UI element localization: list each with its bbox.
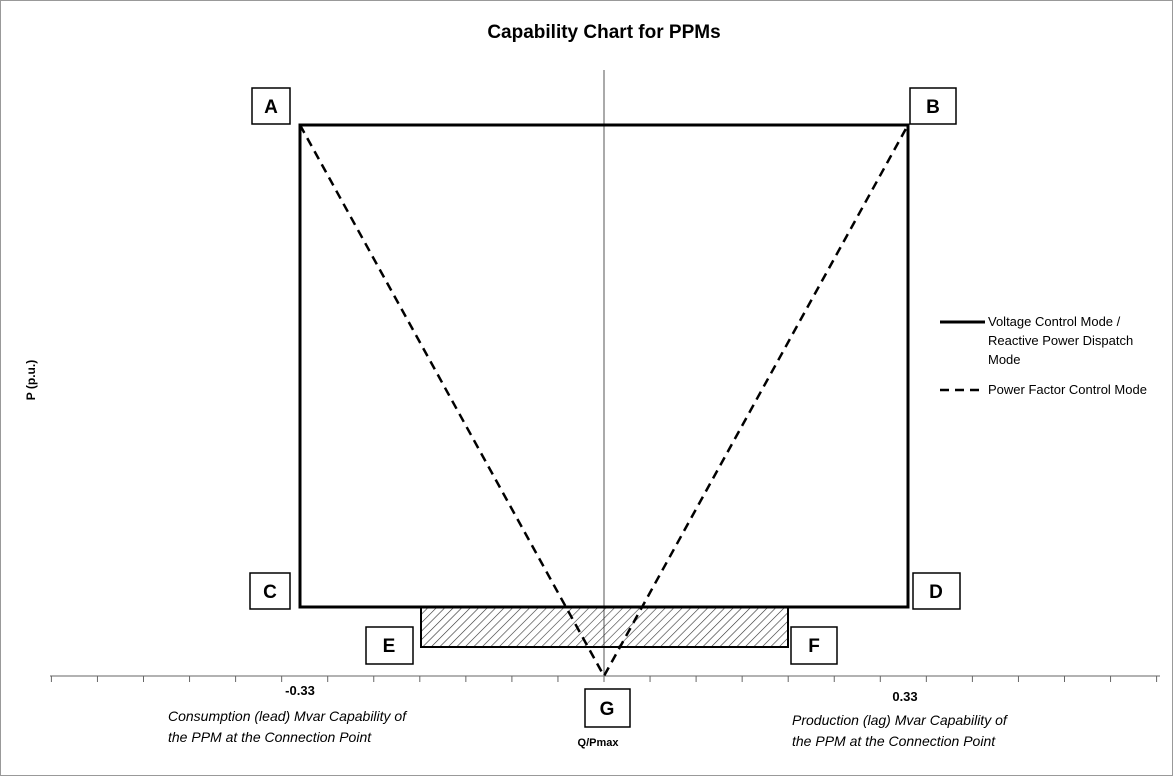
label-box xyxy=(909,87,957,125)
label-box xyxy=(584,688,631,728)
point-label: D xyxy=(929,582,943,603)
legend-text: Voltage Control Mode / xyxy=(988,314,1121,329)
point-label: B xyxy=(926,97,940,118)
point-label: C xyxy=(263,582,277,603)
point-label: E xyxy=(383,636,396,657)
title: Capability Chart for PPMs xyxy=(487,22,720,43)
hatched-area xyxy=(420,606,789,648)
annotation: Consumption (lead) Mvar Capability of xyxy=(168,708,408,724)
point-label: A xyxy=(264,97,278,118)
label-box xyxy=(790,626,838,665)
annotation: the PPM at the Connection Point xyxy=(792,733,996,749)
x-tick-label: -0.33 xyxy=(285,683,315,698)
x-axis-label: Q/Pmax xyxy=(578,737,620,749)
y-axis-label: P (p.u.) xyxy=(24,360,38,400)
point-label: F xyxy=(808,636,820,657)
legend: Voltage Control Mode / Reactive Power Di… xyxy=(940,314,1147,397)
label-box xyxy=(251,87,291,125)
axis-ticks xyxy=(50,676,1158,682)
label-box xyxy=(912,572,961,610)
legend-text: Mode xyxy=(988,352,1021,367)
legend-text: Reactive Power Dispatch xyxy=(988,333,1133,348)
label-box xyxy=(249,572,291,610)
legend-text: Power Factor Control Mode xyxy=(988,382,1147,397)
point-label: G xyxy=(600,699,615,720)
voltage-control-boundary xyxy=(298,123,910,609)
point-labels: A B C D E F G xyxy=(249,87,961,728)
annotation: Production (lag) Mvar Capability of xyxy=(792,712,1009,728)
annotation: the PPM at the Connection Point xyxy=(168,729,372,745)
label-box xyxy=(365,626,414,665)
x-tick-label: 0.33 xyxy=(892,689,917,704)
